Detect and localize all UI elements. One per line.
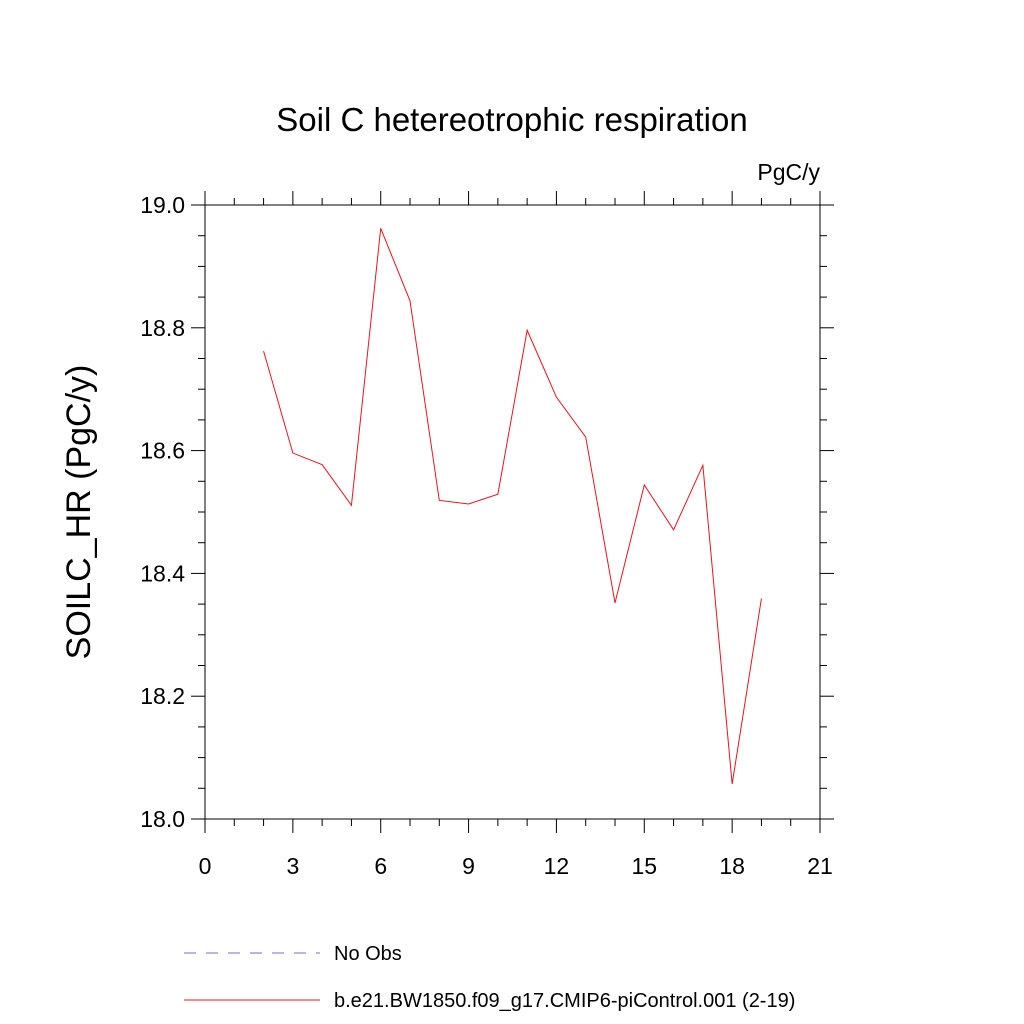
y-axis-label: SOILC_HR (PgC/y) [60,365,98,660]
data-point [614,601,617,604]
legend-label-1: b.e21.BW1850.f09_g17.CMIP6-piControl.001… [334,990,795,1012]
data-point [526,329,529,332]
axis-tick-labels: 0 3 6 9 12 15 18 21 18.0 18.2 18.4 18.6 18.8 19.0 [140,192,833,879]
chart-title: Soil C hetereotrophic respiration [276,101,747,138]
data-point [584,436,587,439]
x-tick-label: 12 [544,853,570,879]
legend-label-0: No Obs [334,943,402,965]
x-tick-label: 9 [462,853,475,879]
y-tick-label: 18.6 [140,438,185,464]
x-tick-label: 3 [286,853,299,879]
data-point [731,783,734,786]
chart-units-label: PgC/y [757,159,820,185]
plot-frame [204,204,821,820]
y-tick-label: 18.4 [140,560,185,586]
x-tick-label: 6 [374,853,387,879]
series-lines [262,227,763,786]
series-line-1 [263,228,762,785]
data-point [467,503,470,506]
x-tick-label: 18 [719,853,745,879]
data-point [409,299,412,302]
data-point [672,528,675,531]
data-point [760,597,763,600]
y-tick-label: 18.8 [140,315,185,341]
data-point [438,499,441,502]
legend: No Obs b.e21.BW1850.f09_g17.CMIP6-piContr… [184,943,795,1012]
data-point [291,452,294,455]
data-point [379,227,382,230]
data-point [262,350,265,353]
x-tick-label: 21 [807,853,833,879]
x-tick-label: 15 [631,853,657,879]
data-point [701,464,704,467]
data-point [643,483,646,486]
y-tick-label: 19.0 [140,192,185,218]
y-tick-label: 18.0 [140,806,185,832]
data-point [321,463,324,466]
data-point [496,493,499,496]
y-tick-label: 18.2 [140,683,185,709]
data-point [350,504,353,507]
axis-ticks [191,191,834,833]
data-point [555,396,558,399]
x-tick-label: 0 [199,853,212,879]
